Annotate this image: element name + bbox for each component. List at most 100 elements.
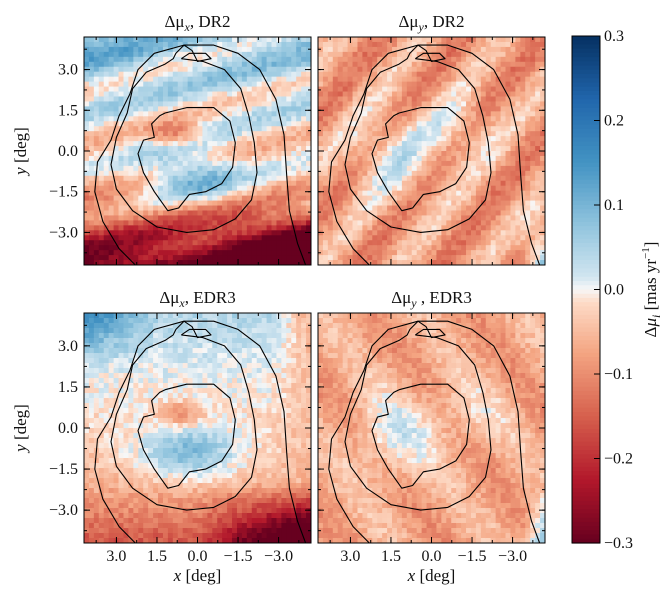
- heatmap-cell: [172, 260, 179, 265]
- heatmap-cell: [426, 255, 433, 261]
- heatmap-cell: [266, 255, 273, 261]
- heatmap-cell: [436, 190, 442, 197]
- heatmap-cell: [98, 368, 105, 374]
- heatmap-cell: [490, 86, 497, 93]
- heatmap-cell: [251, 111, 258, 117]
- heatmap-cell: [276, 141, 282, 147]
- heatmap: [84, 37, 311, 265]
- heatmap-cell: [475, 180, 482, 187]
- heatmap-cell: [148, 240, 154, 246]
- heatmap-cell: [197, 81, 204, 88]
- heatmap-cell: [500, 230, 507, 236]
- heatmap-cell: [291, 190, 297, 197]
- heatmap-cell: [490, 51, 497, 58]
- heatmap-cell: [382, 41, 388, 48]
- heatmap-cell: [431, 210, 438, 217]
- heatmap-cell: [118, 353, 125, 359]
- heatmap-cell: [133, 418, 139, 424]
- heatmap-cell: [377, 141, 383, 147]
- heatmap-cell: [470, 66, 477, 73]
- heatmap-cell: [456, 136, 462, 142]
- heatmap-cell: [251, 255, 258, 261]
- heatmap-cell: [84, 353, 90, 359]
- heatmap-cell: [182, 210, 189, 217]
- heatmap-cell: [495, 220, 502, 226]
- heatmap-cell: [192, 170, 199, 177]
- heatmap-cell: [475, 245, 482, 251]
- heatmap-cell: [192, 146, 199, 152]
- heatmap-cell: [377, 210, 383, 217]
- heatmap-cell: [318, 136, 324, 142]
- heatmap-cell: [431, 76, 438, 83]
- heatmap-cell: [108, 76, 115, 83]
- heatmap-cell: [187, 91, 194, 98]
- heatmap-cell: [118, 523, 125, 529]
- heatmap-cell: [535, 86, 541, 93]
- heatmap-cell: [387, 101, 393, 107]
- heatmap-cell: [392, 185, 398, 192]
- heatmap-cell: [411, 61, 418, 68]
- heatmap-cell: [138, 318, 144, 324]
- heatmap-cell: [123, 260, 130, 265]
- heatmap-cell: [118, 71, 125, 78]
- heatmap-cell: [98, 358, 105, 364]
- heatmap-cell: [306, 175, 311, 182]
- heatmap-cell: [480, 215, 487, 221]
- heatmap-cell: [296, 51, 302, 58]
- heatmap-cell: [500, 165, 507, 172]
- heatmap-cell: [306, 91, 311, 98]
- heatmap-cell: [108, 200, 115, 207]
- heatmap-cell: [406, 41, 413, 48]
- heatmap-cell: [421, 245, 428, 251]
- heatmap-cell: [236, 91, 243, 98]
- heatmap-cell: [138, 483, 144, 489]
- heatmap-cell: [510, 91, 516, 98]
- heatmap-cell: [143, 493, 149, 499]
- heatmap-cell: [246, 141, 253, 147]
- heatmap-cell: [456, 245, 462, 251]
- heatmap-cell: [123, 200, 130, 207]
- heatmap-cell: [327, 250, 334, 256]
- heatmap-cell: [148, 106, 154, 112]
- heatmap-cell: [306, 220, 311, 226]
- heatmap-cell: [505, 165, 512, 172]
- heatmap-cell: [271, 170, 278, 177]
- heatmap-cell: [456, 200, 462, 207]
- heatmap-cell: [446, 205, 452, 212]
- heatmap-cell: [177, 96, 184, 103]
- heatmap-cell: [466, 220, 472, 226]
- heatmap-cell: [461, 86, 467, 93]
- heatmap-cell: [401, 76, 408, 83]
- heatmap-cell: [98, 323, 105, 329]
- heatmap-cell: [266, 170, 273, 177]
- heatmap-cell: [495, 260, 502, 265]
- heatmap-cell: [108, 250, 115, 256]
- heatmap-cell: [475, 101, 482, 107]
- heatmap-cell: [362, 51, 368, 58]
- heatmap-cell: [352, 180, 359, 187]
- heatmap-cell: [431, 155, 438, 162]
- heatmap-cell: [148, 151, 154, 157]
- heatmap-cell: [406, 200, 413, 207]
- heatmap-cell: [212, 260, 218, 265]
- heatmap-cell: [446, 66, 452, 73]
- heatmap-cell: [485, 210, 492, 217]
- heatmap-cell: [133, 423, 139, 429]
- heatmap-cell: [212, 245, 218, 251]
- heatmap-cell: [103, 538, 110, 543]
- heatmap-cell: [392, 210, 398, 217]
- heatmap-cell: [84, 518, 90, 524]
- heatmap-cell: [98, 503, 105, 509]
- heatmap-cell: [327, 81, 334, 88]
- heatmap-cell: [461, 205, 467, 212]
- heatmap-cell: [84, 210, 90, 217]
- heatmap-cell: [475, 240, 482, 246]
- heatmap-cell: [232, 260, 238, 265]
- heatmap-cell: [510, 170, 516, 177]
- heatmap-cell: [362, 41, 368, 48]
- heatmap-cell: [88, 151, 95, 157]
- heatmap-cell: [98, 453, 105, 459]
- heatmap-cell: [84, 398, 90, 404]
- heatmap-cell: [291, 151, 297, 157]
- heatmap-cell: [236, 61, 243, 68]
